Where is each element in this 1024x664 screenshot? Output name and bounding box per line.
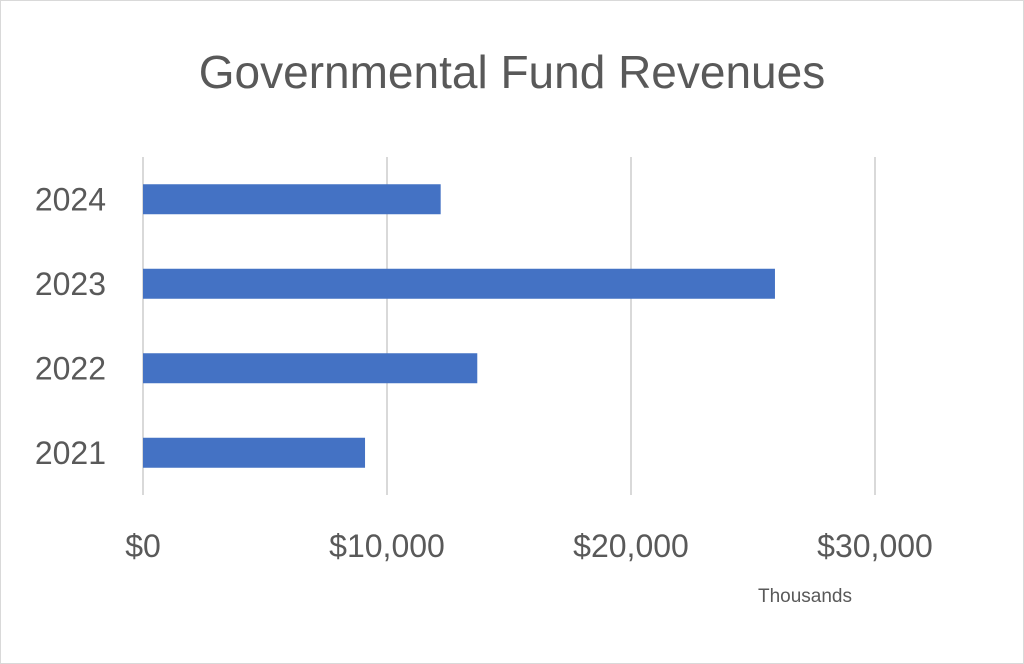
y-axis-labels: 2024 2023 2022 2021 [35,181,106,471]
x-tick-label: $0 [125,528,161,564]
bar-2024 [143,184,441,215]
y-category-label: 2024 [35,181,106,217]
x-tick-label: $20,000 [573,528,689,564]
bar-2022 [143,353,478,384]
y-category-label: 2021 [35,435,106,471]
bar-2023 [143,268,775,299]
x-tick-label: $30,000 [817,528,933,564]
y-category-label: 2022 [35,350,106,386]
x-tick-label: $10,000 [329,528,445,564]
x-axis-labels: $0 $10,000 $20,000 $30,000 [125,528,933,564]
x-axis-unit-label: Thousands [758,586,852,607]
bars [143,184,775,468]
chart-title: Governmental Fund Revenues [199,46,825,98]
bar-2021 [143,437,366,468]
y-category-label: 2023 [35,266,106,302]
